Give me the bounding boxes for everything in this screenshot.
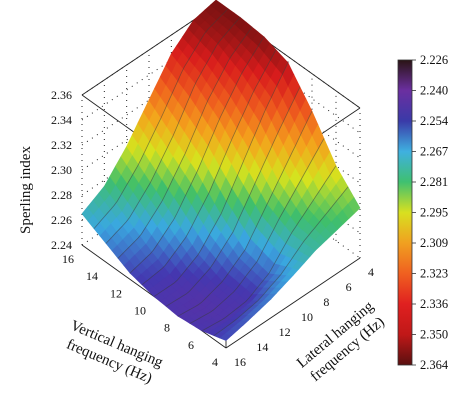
x-tick-label: 8 xyxy=(164,321,170,335)
colorbar-label: 2.254 xyxy=(420,114,449,128)
colorbar-label: 2.323 xyxy=(420,267,448,281)
contour-line xyxy=(105,16,241,244)
x-tick-label: 6 xyxy=(188,338,194,352)
z-tick-label: 2.34 xyxy=(51,113,72,127)
contour-line xyxy=(189,138,325,324)
colorbar-label: 2.364 xyxy=(420,358,449,372)
z-tick-label: 2.26 xyxy=(51,213,72,227)
contour-line xyxy=(177,111,313,317)
colorbar-label: 2.295 xyxy=(420,206,448,220)
contour-line xyxy=(201,165,337,332)
x-tick-label: 14 xyxy=(86,269,98,283)
contour-line xyxy=(129,36,265,274)
contour-line xyxy=(93,8,229,229)
colorbar: 2.226 2.240 2.254 2.267 2.281 2.295 2.309 2.323… xyxy=(397,53,449,372)
y-tick-label: 12 xyxy=(279,325,291,339)
z-tick-label: 2.30 xyxy=(51,163,72,177)
y-tick-label: 6 xyxy=(346,280,352,294)
y-tick-label: 4 xyxy=(368,265,374,279)
z-tick-label: 2.32 xyxy=(51,138,72,152)
contour-line xyxy=(213,186,349,337)
surface-plot xyxy=(81,0,361,341)
box-floor-edge xyxy=(225,257,361,349)
y-tick-label: 8 xyxy=(323,295,329,309)
contour-line xyxy=(117,26,253,259)
colorbar-label: 2.350 xyxy=(420,328,448,342)
colorbar-label: 2.336 xyxy=(420,297,448,311)
z-tick-label: 2.28 xyxy=(51,188,72,202)
colorbar-label: 2.226 xyxy=(420,53,448,67)
x-axis-label: Vertical hanging frequency (Hz) xyxy=(64,318,166,387)
contour-line xyxy=(141,49,277,286)
x-tick-label: 16 xyxy=(62,252,74,266)
colorbar-label: 2.240 xyxy=(420,84,448,98)
colorbar-label: 2.281 xyxy=(420,175,448,189)
x-tick-label: 12 xyxy=(110,286,122,300)
surface-patch xyxy=(348,196,361,214)
y-tick-label: 10 xyxy=(301,310,313,324)
contour-line xyxy=(165,86,301,307)
z-tick-label: 2.24 xyxy=(51,238,72,252)
z-tick-label: 2.36 xyxy=(51,88,72,102)
colorbar-label: 2.309 xyxy=(420,236,448,250)
z-axis-label: Sperling index xyxy=(18,146,34,234)
x-tick-label: 10 xyxy=(134,304,146,318)
tick-labels: 2.24 2.26 2.28 2.30 2.32 2.34 2.36 16 14 12 10 8 6 4 1… xyxy=(51,88,374,369)
y-tick-label: 16 xyxy=(234,355,246,369)
colorbar-gradient xyxy=(397,59,413,366)
colorbar-label: 2.267 xyxy=(420,145,448,159)
x-tick-label: 4 xyxy=(212,355,218,369)
contour-line xyxy=(153,62,289,297)
y-tick-label: 14 xyxy=(256,340,268,354)
